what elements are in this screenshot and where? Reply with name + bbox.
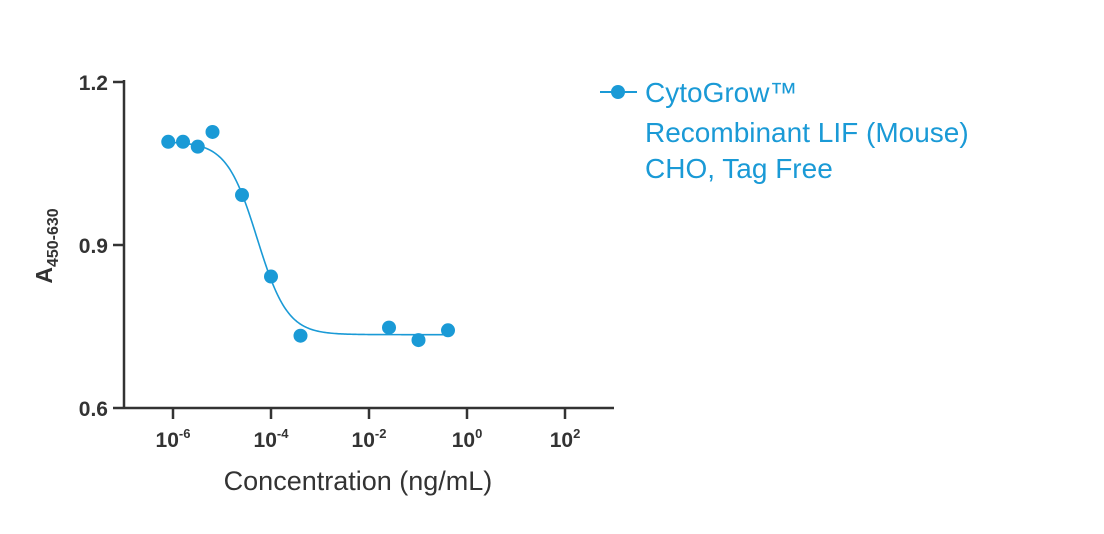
data-point xyxy=(293,328,308,343)
x-tick-base: 10 xyxy=(254,429,277,452)
data-point xyxy=(264,269,278,284)
x-axis-label: Concentration (ng/mL) xyxy=(224,466,493,496)
data-point xyxy=(161,134,176,149)
x-tick-exponent: 0 xyxy=(475,426,482,441)
x-tick-label: 10-2 xyxy=(352,426,387,452)
y-tick-label: 1.2 xyxy=(79,72,108,95)
legend-marker xyxy=(611,85,625,99)
x-tick-exponent: -2 xyxy=(375,426,387,441)
legend-label-line-1: CytoGrow™ xyxy=(645,77,797,108)
data-point xyxy=(176,134,191,149)
x-ticks: 10-6 10-4 10-2 100 102 xyxy=(156,408,581,452)
fit-curve xyxy=(168,141,449,336)
data-point xyxy=(382,320,397,335)
y-ticks: 0.6 0.9 1.2 xyxy=(79,72,124,421)
legend-label-line-3: CHO, Tag Free xyxy=(645,153,833,184)
legend-label-line-2: Recombinant LIF (Mouse) xyxy=(645,117,969,148)
data-point xyxy=(411,333,426,348)
y-tick-label: 0.9 xyxy=(79,235,108,258)
y-axis: 0.6 0.9 1.2 xyxy=(79,72,126,421)
data-point xyxy=(190,139,205,154)
x-tick-label: 100 xyxy=(452,426,483,452)
x-tick-base: 10 xyxy=(452,429,475,452)
data-point xyxy=(235,188,250,203)
y-axis-label-text: A450-630 xyxy=(31,208,62,283)
y-axis-label-main: A xyxy=(31,267,57,284)
x-axis: 10-6 10-4 10-2 100 102 xyxy=(124,406,614,452)
plot-area xyxy=(161,124,456,348)
data-point xyxy=(205,124,220,139)
x-tick-base: 10 xyxy=(156,429,179,452)
x-tick-exponent: -4 xyxy=(277,426,289,441)
x-tick-label: 102 xyxy=(550,426,581,452)
x-tick-label: 10-6 xyxy=(156,426,191,452)
x-tick-base: 10 xyxy=(352,429,375,452)
x-tick-exponent: -6 xyxy=(179,426,191,441)
x-tick-label: 10-4 xyxy=(254,426,290,452)
x-tick-base: 10 xyxy=(550,429,573,452)
y-axis-label: A450-630 xyxy=(31,208,62,283)
x-tick-exponent: 2 xyxy=(573,426,580,441)
y-tick-label: 0.6 xyxy=(79,398,108,421)
legend: CytoGrow™ Recombinant LIF (Mouse) CHO, T… xyxy=(600,77,969,184)
y-axis-label-subscript: 450-630 xyxy=(45,208,62,267)
data-point xyxy=(441,323,456,338)
